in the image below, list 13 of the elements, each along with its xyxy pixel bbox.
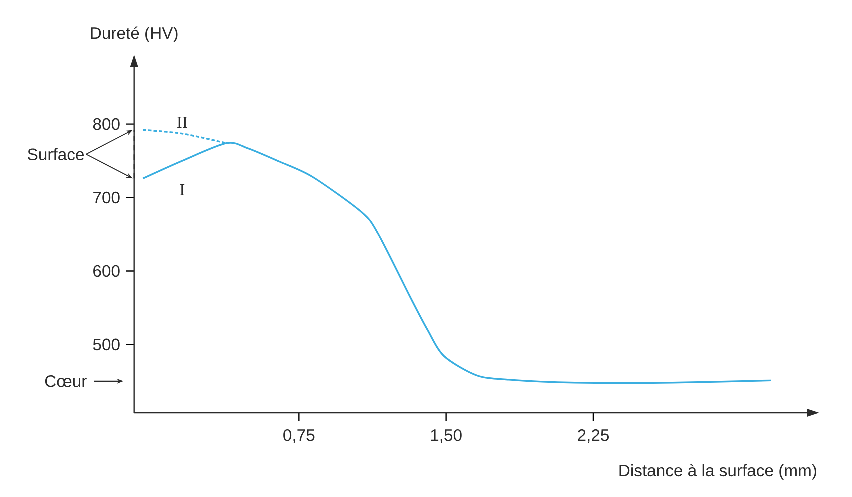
x-tick-label: 2,25 [578,430,609,444]
y-tick-label: 500 [93,338,120,351]
ref-line-label: Cœur [45,376,87,388]
text: Surface [28,148,84,161]
y-axis-title: Dureté (HV) [91,26,178,43]
y-tick-label: 700 [94,192,120,204]
series-label: I [180,184,185,196]
x-tick-label: 0,75 [284,430,315,444]
y-tick-label: 600 [94,265,120,278]
y-tick-label: 800 [93,118,120,130]
x-tick-label: 1,50 [431,430,462,444]
series-label: II [177,117,188,128]
x-axis-title: Distance à la surface (mm) [620,464,816,480]
